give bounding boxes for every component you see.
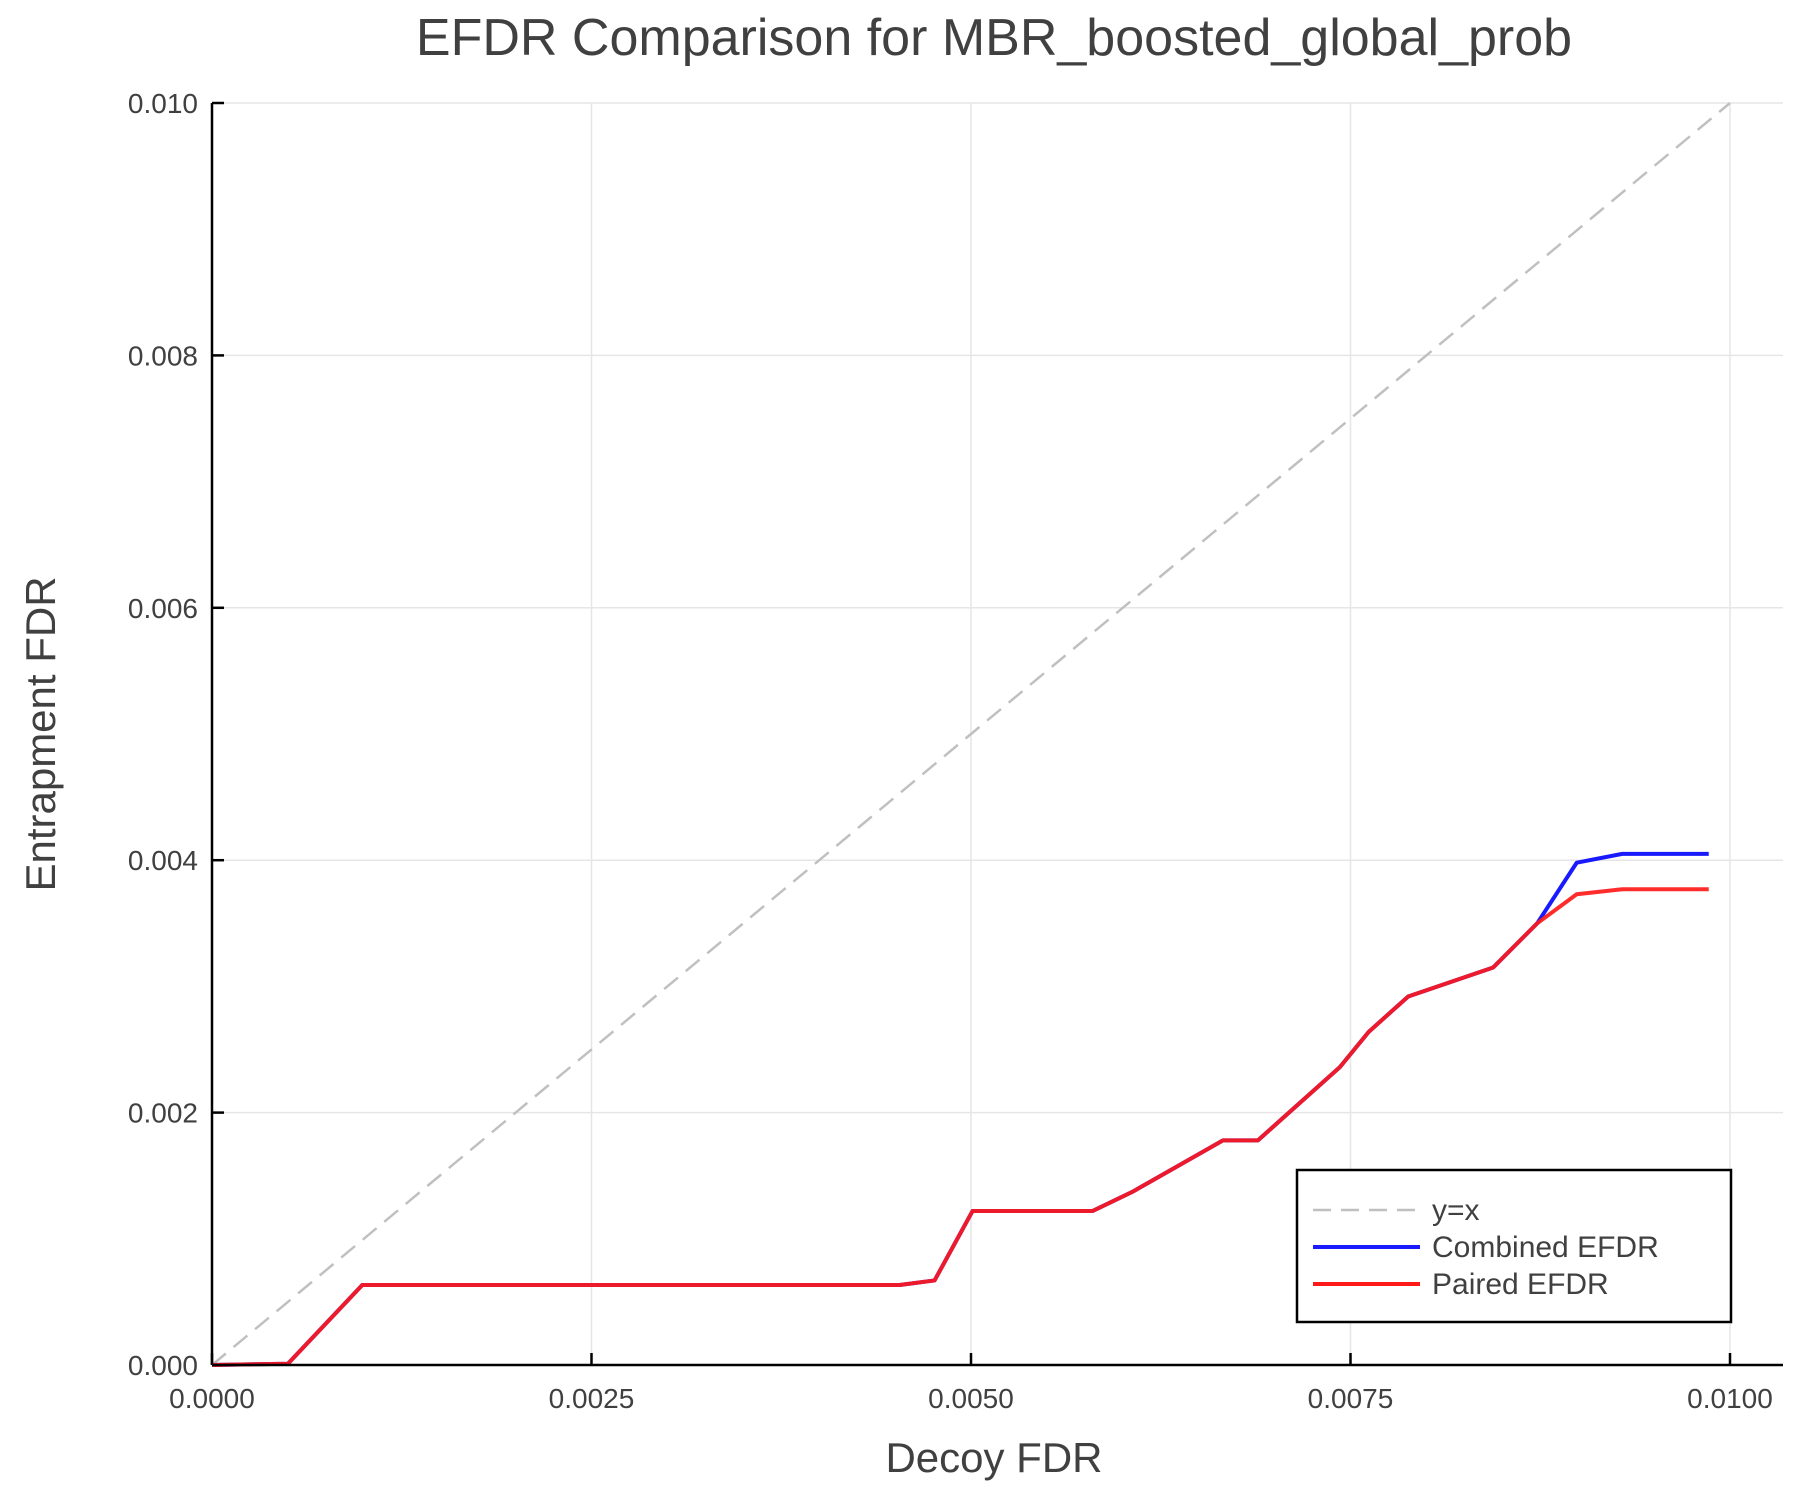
y-tick-label: 0.010 [128, 88, 198, 119]
y-tick-label: 0.002 [128, 1098, 198, 1129]
x-tick-label: 0.0075 [1308, 1383, 1394, 1414]
legend: y=x Combined EFDR Paired EFDR [1295, 1168, 1733, 1324]
legend-label: Combined EFDR [1432, 1231, 1659, 1264]
y-tick-label: 0.006 [128, 593, 198, 624]
legend-label: y=x [1432, 1194, 1480, 1227]
chart-title: EFDR Comparison for MBR_boosted_global_p… [416, 9, 1572, 67]
y-tick-label: 0.004 [128, 845, 198, 876]
y-axis-label: Entrapment FDR [17, 576, 64, 891]
x-tick-label: 0.0100 [1687, 1383, 1773, 1414]
series-lines [211, 102, 1731, 1367]
x-axis-label: Decoy FDR [885, 1434, 1102, 1481]
y-tick-label: 0.000 [128, 1350, 198, 1381]
series-line-y-x [211, 102, 1731, 1366]
x-tick-label: 0.0050 [928, 1383, 1014, 1414]
series-line-paired-efdr [211, 887, 1709, 1367]
legend-label: Paired EFDR [1432, 1268, 1609, 1301]
x-tick-label: 0.0000 [169, 1383, 255, 1414]
ticks: 0.0000 0.0025 0.0050 0.0075 0.0100 0.000 0.002… [128, 88, 1773, 1414]
y-tick-label: 0.008 [128, 340, 198, 371]
x-tick-label: 0.0025 [549, 1383, 635, 1414]
